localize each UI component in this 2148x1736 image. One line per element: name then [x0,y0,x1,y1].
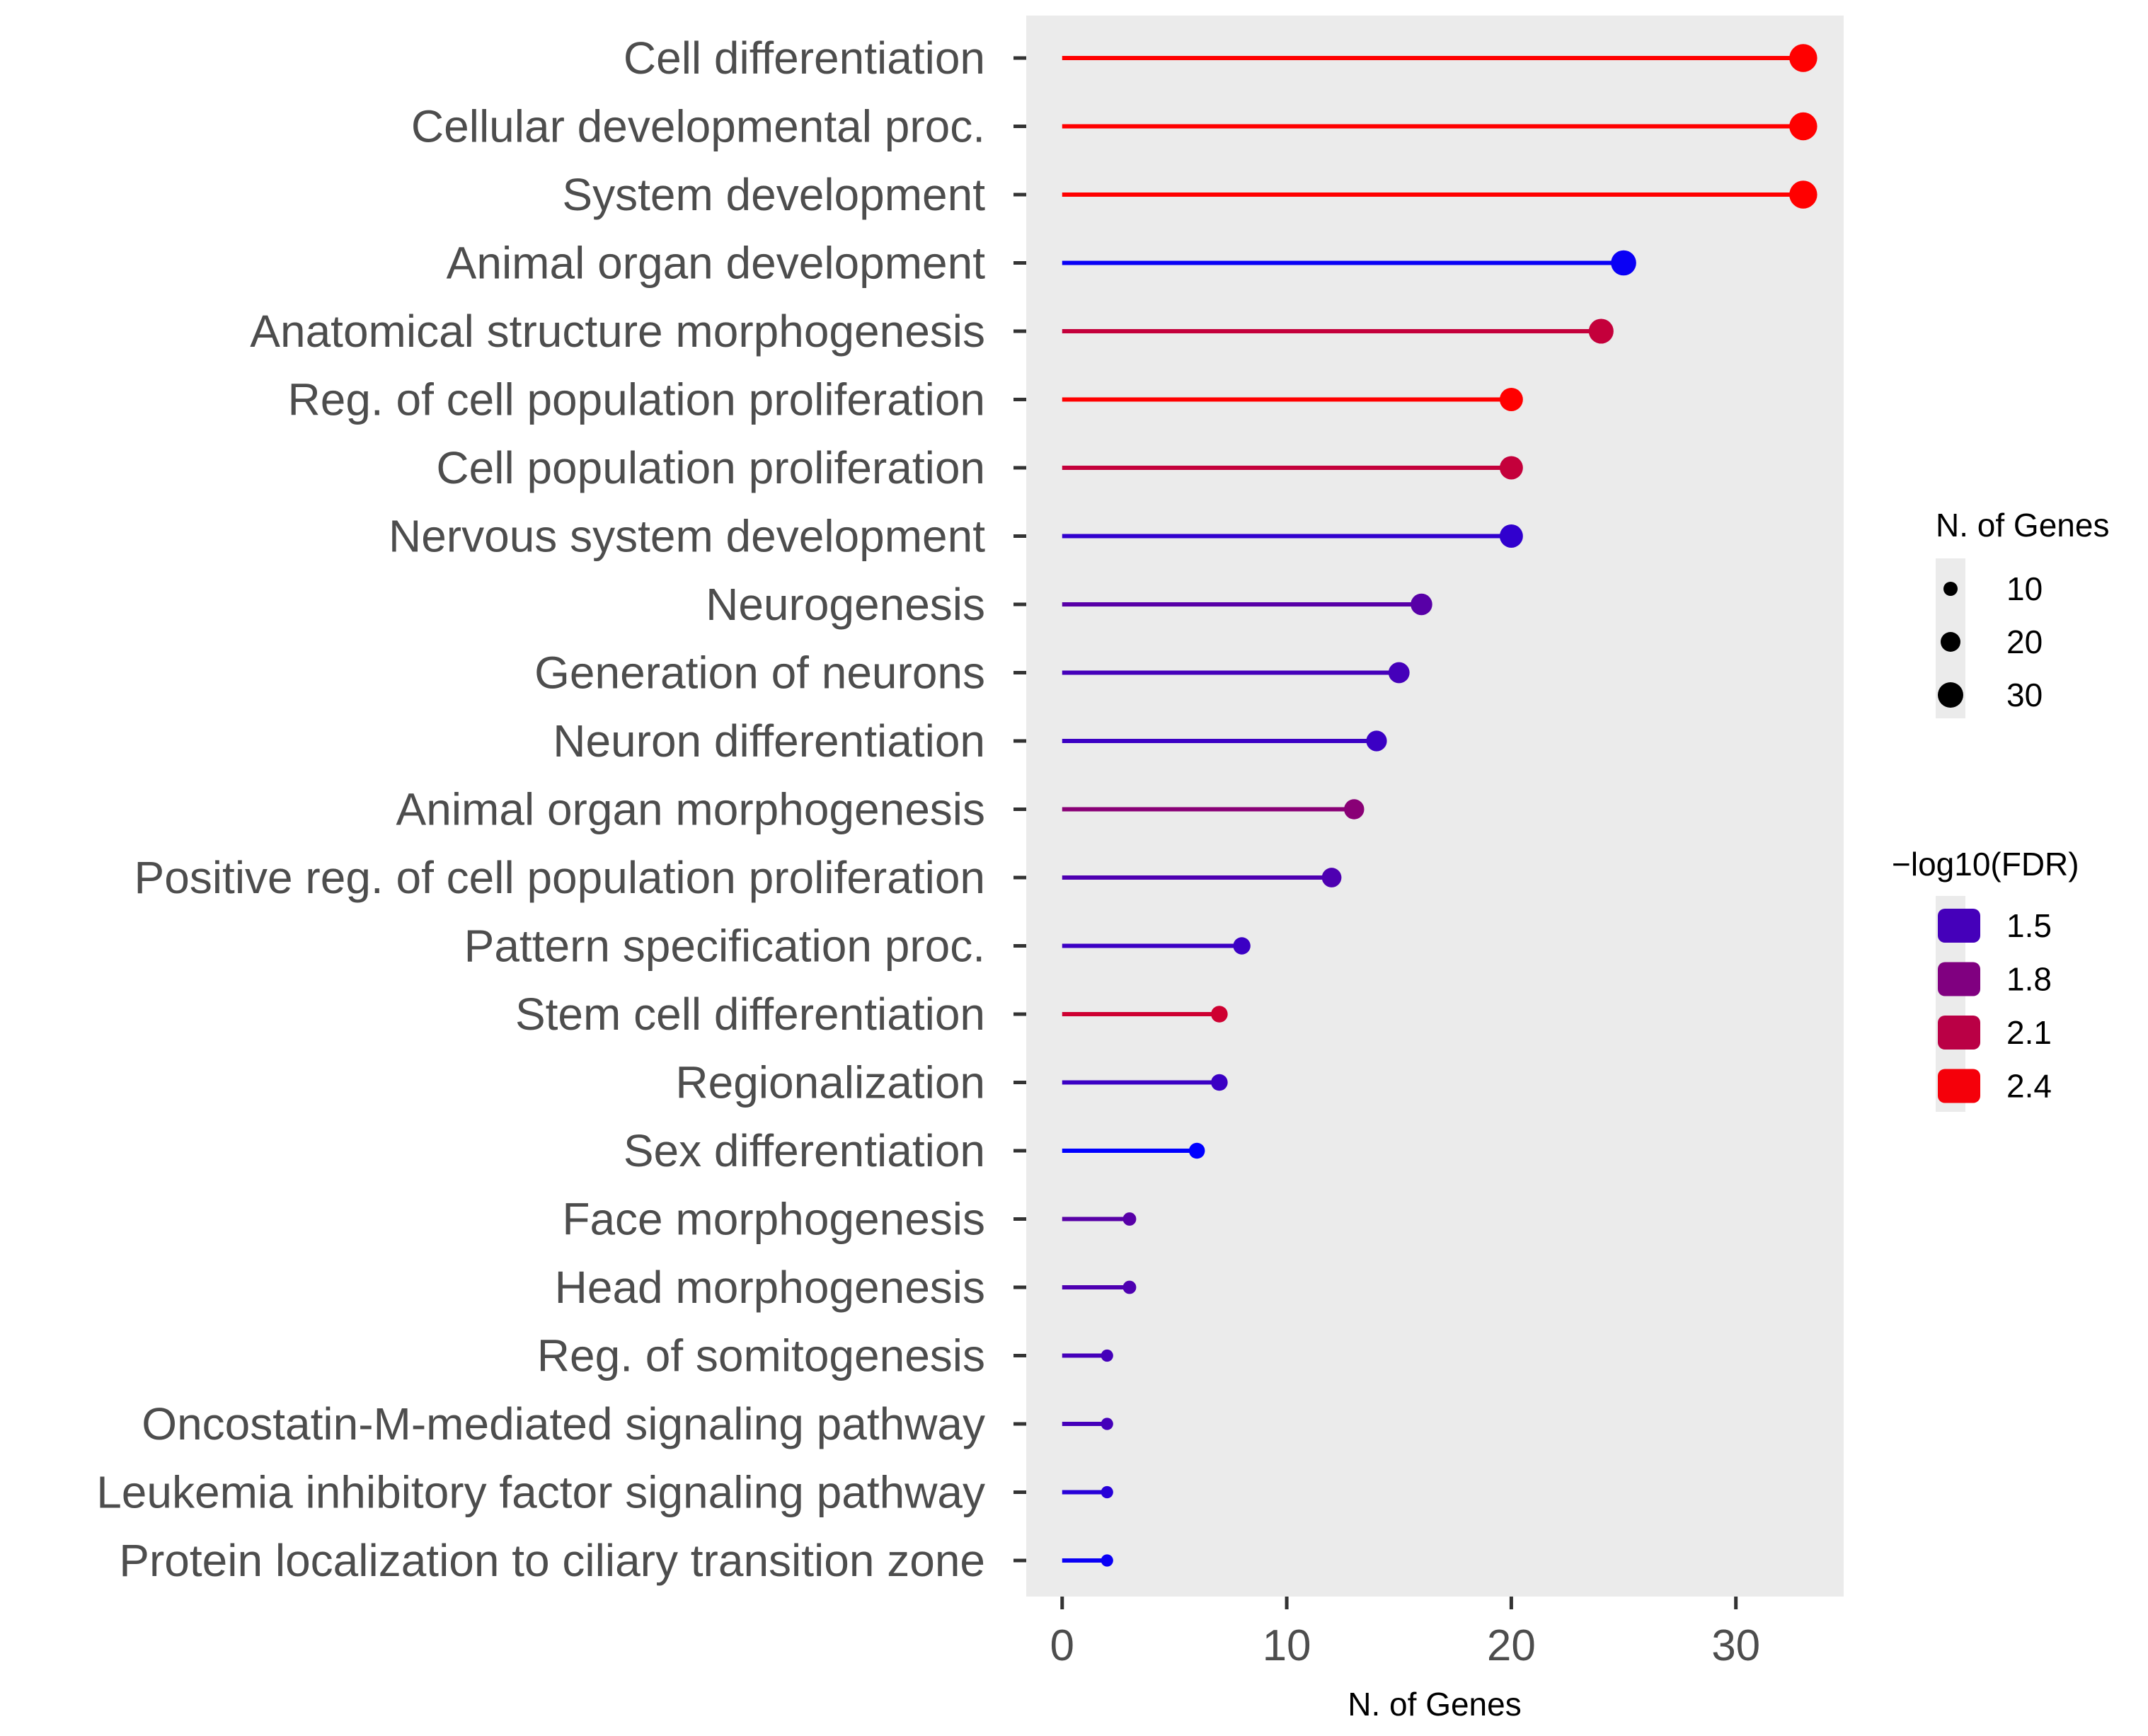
data-point [1101,1554,1113,1567]
size-legend: N. of Genes 10 20 30 [1936,507,2109,718]
data-point [1499,524,1523,548]
x-tick-label: 30 [1711,1621,1760,1670]
x-axis: 0 10 20 30 [1050,1597,1760,1670]
data-point [1321,868,1342,887]
data-point [1789,180,1817,209]
x-tick-label: 10 [1263,1621,1311,1670]
data-point [1101,1485,1113,1499]
y-tick-label: Nervous system development [389,511,985,562]
y-tick-label: Head morphogenesis [555,1262,985,1313]
size-legend-key [1938,682,1963,708]
size-legend-label: 20 [2006,623,2043,660]
color-legend-key [1938,909,1980,943]
y-tick-label: Cell differentiation [624,33,985,84]
color-legend-label: 1.8 [2006,961,2052,998]
data-point [1344,799,1365,820]
y-tick-label: Neuron differentiation [553,715,985,766]
size-legend-key [1943,582,1958,596]
y-tick-label: Protein localization to ciliary transiti… [119,1535,985,1586]
y-tick-label: Animal organ morphogenesis [396,784,985,835]
y-tick-label: Neurogenesis [706,579,985,630]
size-legend-items: 10 20 30 [1938,570,2043,713]
x-axis-title: N. of Genes [1348,1686,1521,1723]
data-point [1411,593,1432,616]
color-legend-title: −log10(FDR) [1892,846,2079,883]
color-legend-key [1938,1016,1980,1050]
y-tick-label: Pattern specification proc. [464,921,985,972]
data-point [1233,937,1251,955]
size-legend-key [1941,632,1960,652]
color-legend-label: 2.4 [2006,1068,2052,1105]
color-legend-key [1938,1069,1980,1103]
color-legend-key [1938,962,1980,996]
data-point [1789,112,1817,141]
data-point [1188,1142,1205,1159]
y-tick-label: Cell population proliferation [436,442,985,493]
y-tick-label: Reg. of cell population proliferation [288,374,986,425]
data-point [1101,1418,1113,1430]
y-tick-label: Generation of neurons [534,648,985,699]
color-legend: −log10(FDR) 1.5 1.8 2.1 2.4 [1892,846,2079,1112]
points-layer [1101,44,1817,1567]
stems-layer [1062,56,1803,1563]
color-legend-label: 2.1 [2006,1014,2052,1051]
data-point [1366,730,1387,752]
data-point [1122,1280,1137,1294]
plot-panel [1026,16,1844,1597]
y-tick-label: Face morphogenesis [562,1194,985,1245]
size-legend-title: N. of Genes [1936,507,2109,544]
data-point [1211,1074,1228,1091]
y-tick-label: Stem cell differentiation [515,989,985,1040]
y-tick-label: Anatomical structure morphogenesis [250,306,985,357]
y-tick-label: Oncostatin-M-mediated signaling pathway [142,1398,985,1449]
data-point [1499,456,1523,480]
color-legend-label: 1.5 [2006,907,2052,944]
data-point [1101,1349,1113,1362]
data-point [1588,318,1614,344]
data-point [1211,1006,1228,1023]
y-tick-label: Animal organ development [447,238,986,289]
y-tick-label: System development [562,169,985,220]
y-tick-label: Reg. of somitogenesis [537,1330,985,1381]
y-tick-label: Cellular developmental proc. [411,101,985,152]
size-legend-label: 10 [2006,570,2043,607]
data-point [1122,1212,1137,1226]
size-legend-label: 30 [2006,677,2043,713]
y-tick-label: Regionalization [675,1057,985,1108]
x-tick-label: 20 [1487,1621,1536,1670]
data-point [1789,44,1817,72]
data-point [1611,250,1636,276]
data-point [1499,388,1523,411]
color-legend-items: 1.5 1.8 2.1 2.4 [1936,896,2052,1112]
data-point [1388,662,1410,684]
x-tick-label: 0 [1050,1621,1074,1670]
y-tick-label: Sex differentiation [624,1125,985,1176]
y-axis: Cell differentiation Cellular development… [96,33,1026,1586]
y-tick-label: Leukemia inhibitory factor signaling pat… [96,1467,985,1518]
y-tick-label: Positive reg. of cell population prolife… [134,852,985,903]
